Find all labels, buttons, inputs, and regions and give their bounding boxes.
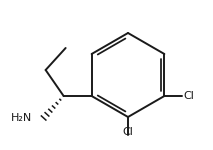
Text: Cl: Cl [183, 91, 194, 101]
Text: Cl: Cl [122, 127, 133, 137]
Text: H₂N: H₂N [10, 113, 32, 123]
